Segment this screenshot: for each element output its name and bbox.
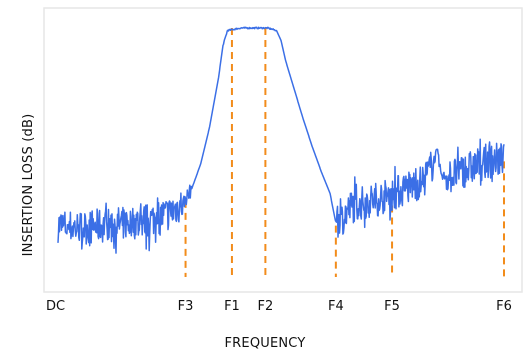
chart-frame (43, 7, 523, 293)
x-tick-label: F2 (258, 299, 274, 314)
marker-lines (184, 28, 505, 277)
response-line (57, 26, 505, 254)
x-tick-label: F6 (496, 299, 512, 314)
x-tick-labels: DC F3 F1 F2 F4 F5 F6 (46, 299, 512, 314)
x-tick-label: F1 (224, 299, 240, 314)
x-tick-label: F5 (384, 299, 400, 314)
y-axis-title: INSERTION LOSS (dB) (21, 114, 36, 257)
x-axis-title: FREQUENCY (225, 336, 306, 351)
x-tick-label: F3 (178, 299, 194, 314)
x-tick-label: F4 (328, 299, 344, 314)
x-tick-label: DC (46, 299, 65, 314)
